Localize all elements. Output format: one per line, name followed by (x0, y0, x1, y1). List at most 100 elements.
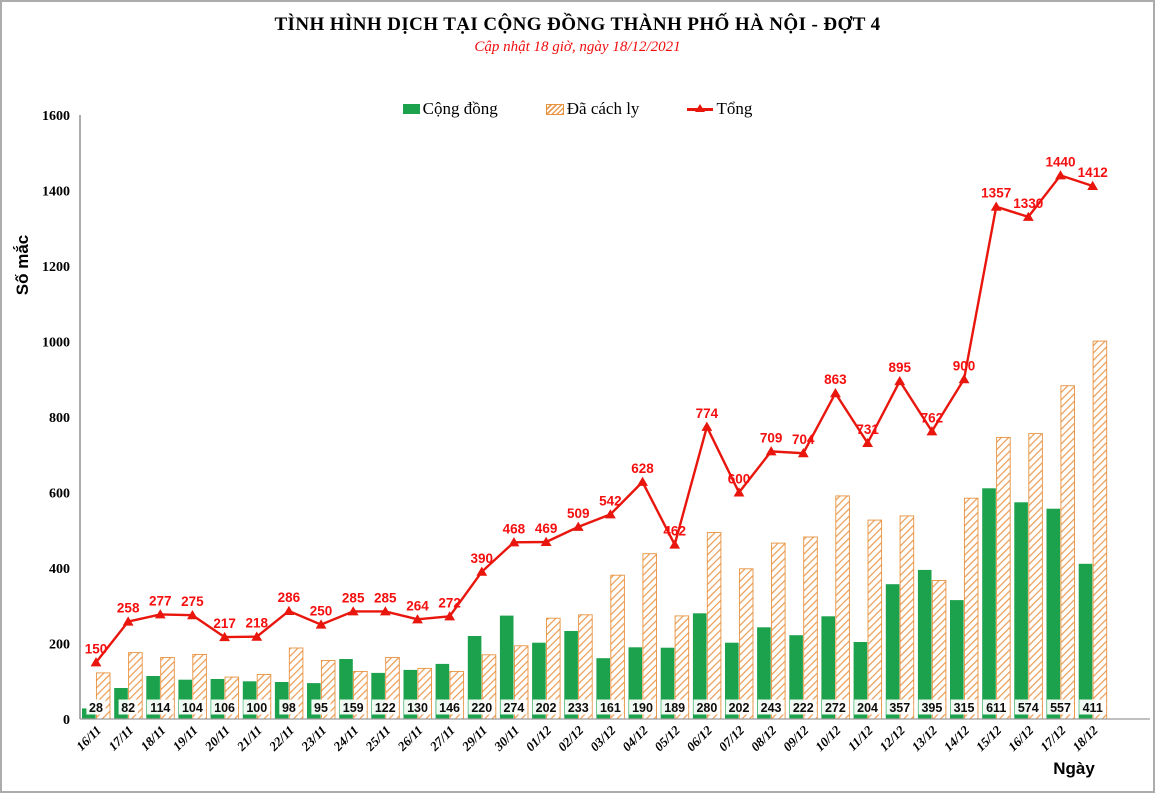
value-label-backing (661, 699, 689, 715)
total-marker (733, 487, 745, 497)
total-value-label: 258 (117, 601, 140, 616)
value-label-backing (789, 699, 817, 715)
bar-da-cach-ly (963, 497, 979, 720)
cong-dong-value-label: 357 (889, 701, 910, 715)
value-label-backing (564, 699, 592, 715)
total-value-label: 285 (342, 590, 365, 605)
bar-da-cach-ly (835, 495, 850, 720)
cong-dong-value-label: 106 (214, 701, 235, 715)
legend-label-da-cach-ly: Đã cách ly (566, 99, 640, 118)
x-tick-label: 03/12 (587, 722, 619, 754)
x-tick-label: 17/11 (105, 723, 136, 754)
bar-cong-dong (917, 569, 932, 719)
total-marker (251, 631, 263, 641)
total-marker (187, 609, 198, 620)
bar-cong-dong (821, 616, 835, 719)
total-value-label: 275 (181, 594, 204, 609)
x-tick-label: 11/12 (845, 722, 876, 753)
bar-cong-dong (467, 636, 482, 719)
x-tick-label: 15/12 (973, 722, 1005, 754)
cong-dong-value-label: 315 (954, 701, 975, 715)
y-tick-label: 800 (49, 411, 70, 426)
bar-da-cach-ly (1060, 385, 1075, 720)
total-marker (508, 537, 520, 547)
cong-dong-value-label: 95 (314, 701, 328, 715)
bar-cong-dong (789, 635, 803, 719)
total-value-label: 218 (246, 616, 269, 631)
total-value-label: 462 (663, 524, 686, 539)
cong-dong-value-label: 204 (857, 701, 878, 715)
total-marker (444, 611, 456, 621)
bar-cong-dong (1078, 563, 1093, 719)
value-label-backing (404, 699, 431, 715)
y-tick-label: 1000 (42, 336, 70, 351)
bar-da-cach-ly (899, 515, 915, 720)
y-axis-title: Số mắc (13, 235, 32, 295)
cong-dong-value-label: 146 (439, 701, 460, 715)
line-marker-swatch-icon (687, 103, 714, 115)
total-marker (797, 448, 809, 458)
bar-da-cach-ly (867, 519, 883, 720)
y-tick-label: 1200 (42, 260, 70, 275)
bar-cong-dong (1014, 502, 1028, 719)
bar-da-cach-ly (642, 553, 657, 720)
cong-dong-value-label: 202 (536, 701, 557, 715)
total-marker (476, 566, 488, 576)
total-marker (412, 614, 423, 624)
value-label-backing (982, 699, 1010, 715)
cong-dong-value-label: 104 (182, 701, 203, 715)
total-marker (1087, 180, 1099, 190)
x-tick-label: 06/12 (683, 722, 715, 754)
legend-label-tong: Tổng (716, 99, 753, 118)
bar-da-cach-ly (1028, 433, 1043, 720)
x-tick-label: 16/12 (1005, 722, 1037, 754)
x-tick-label: 16/11 (73, 723, 104, 754)
total-value-label: 509 (567, 506, 590, 521)
x-tick-label: 10/12 (812, 722, 844, 754)
total-marker (283, 605, 295, 616)
value-label-backing (532, 699, 560, 715)
bar-cong-dong (499, 615, 514, 719)
value-label-backing (243, 699, 271, 715)
bar-da-cach-ly (771, 542, 786, 720)
value-label-backing (1014, 699, 1042, 715)
y-tick-label: 200 (49, 638, 70, 653)
total-marker (219, 631, 230, 642)
value-label-backing (371, 699, 399, 715)
total-value-label: 863 (824, 372, 847, 387)
cong-dong-value-label: 411 (1083, 701, 1103, 715)
value-label-backing (118, 699, 138, 715)
total-marker (894, 375, 906, 386)
total-value-label: 264 (406, 598, 429, 613)
total-value-label: 1412 (1078, 165, 1108, 180)
total-marker (1055, 170, 1066, 180)
value-label-backing (597, 699, 624, 715)
total-value-label: 900 (953, 358, 976, 373)
total-marker (572, 521, 584, 531)
cong-dong-value-label: 159 (343, 701, 364, 715)
total-marker (862, 437, 873, 448)
total-value-label: 286 (278, 590, 301, 605)
total-value-label: 272 (438, 595, 461, 610)
total-marker (605, 509, 616, 519)
value-label-backing (311, 699, 331, 715)
total-value-label: 1440 (1045, 154, 1075, 169)
total-marker (122, 616, 134, 626)
x-tick-label: 21/11 (233, 723, 265, 755)
total-value-label: 468 (503, 521, 526, 536)
x-tick-label: 26/11 (394, 723, 426, 755)
value-label-backing (211, 699, 238, 715)
cong-dong-value-label: 122 (375, 701, 396, 715)
total-value-label: 390 (471, 551, 494, 566)
bar-cong-dong (950, 600, 964, 719)
value-label-backing (854, 699, 881, 715)
bar-da-cach-ly (738, 568, 754, 720)
cong-dong-value-label: 280 (696, 701, 717, 715)
bar-cong-dong (1046, 508, 1061, 719)
total-value-label: 731 (856, 422, 879, 437)
total-value-label: 150 (85, 641, 108, 656)
cong-dong-value-label: 130 (407, 701, 428, 715)
value-label-backing (950, 699, 978, 715)
